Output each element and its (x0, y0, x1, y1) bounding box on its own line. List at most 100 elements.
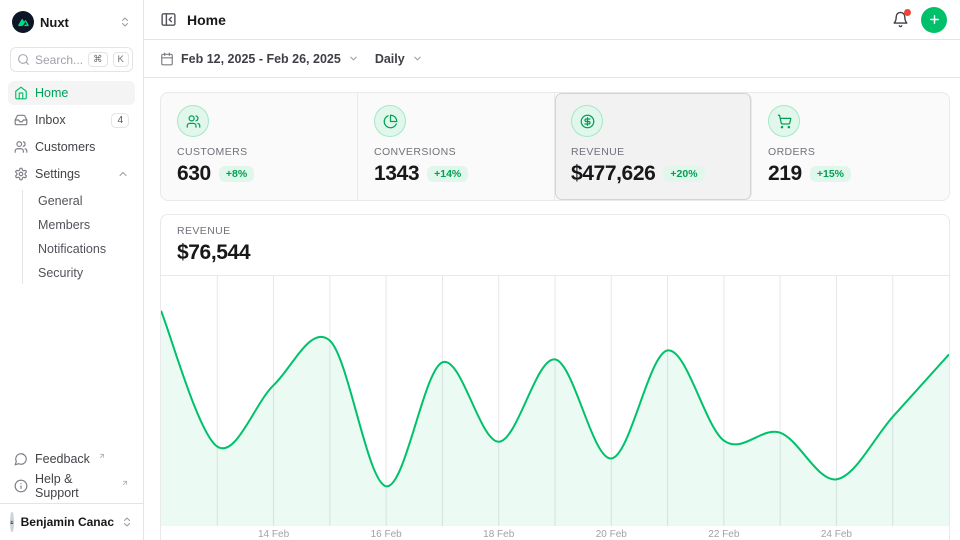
stat-card-conversions[interactable]: CONVERSIONS 1343 +14% (358, 93, 555, 200)
revenue-area-fill (161, 310, 949, 526)
message-circle-icon (14, 452, 28, 466)
sub-item-label: General (38, 194, 83, 208)
granularity-select[interactable]: Daily (375, 52, 423, 66)
stats-row: CUSTOMERS 630 +8% CONVERSIONS 1343 +14% (160, 92, 950, 201)
stat-delta-badge: +20% (663, 166, 705, 182)
date-range-label: Feb 12, 2025 - Feb 26, 2025 (181, 51, 341, 66)
chart-metric-label: REVENUE (177, 225, 231, 237)
kbd-meta: ⌘ (88, 52, 108, 67)
sidebar-item-customers[interactable]: Customers (8, 135, 135, 159)
x-tick-label: 22 Feb (708, 529, 740, 540)
settings-sub-list: General Members Notifications Security (22, 190, 135, 284)
inbox-count-badge: 4 (111, 112, 129, 128)
x-tick-label: 18 Feb (483, 529, 515, 540)
sidebar-item-members[interactable]: Members (34, 214, 135, 236)
dashboard-content: CUSTOMERS 630 +8% CONVERSIONS 1343 +14% (144, 78, 960, 540)
bell-icon (893, 11, 908, 28)
plus-icon (929, 15, 939, 24)
workspace-switcher[interactable]: Nuxt (8, 8, 135, 36)
info-icon (14, 479, 28, 493)
sidebar-nav: Home Inbox 4 Customers Settings Genera (0, 81, 143, 285)
sidebar-item-security[interactable]: Security (34, 262, 135, 284)
sidebar-item-label: Inbox (35, 113, 66, 127)
circle-dollar-icon (571, 105, 603, 137)
sidebar: Nuxt Search... ⌘ K Home Inbox 4 (0, 0, 144, 540)
stat-delta-badge: +8% (218, 166, 255, 182)
stat-label: ORDERS (768, 146, 816, 158)
kbd-k: K (112, 52, 129, 67)
pie-chart-icon (374, 105, 406, 137)
x-tick-label: 24 Feb (820, 529, 852, 540)
main-area: Home Feb 12, 2025 - Feb 26, 2025 Daily (144, 0, 960, 540)
chart-gridlines (217, 276, 892, 526)
sidebar-item-label: Home (35, 86, 69, 100)
sidebar-item-notifications[interactable]: Notifications (34, 238, 135, 260)
stat-card-revenue[interactable]: REVENUE $477,626 +20% (555, 93, 752, 200)
sidebar-footer: Feedback Help & Support (0, 447, 143, 503)
sidebar-item-inbox[interactable]: Inbox 4 (8, 108, 135, 132)
stat-value: 1343 (374, 162, 420, 185)
date-range-picker[interactable]: Feb 12, 2025 - Feb 26, 2025 (160, 52, 359, 66)
revenue-area-chart[interactable] (161, 276, 949, 526)
nuxt-logo-icon (12, 11, 34, 33)
stat-delta-badge: +14% (427, 166, 469, 182)
granularity-label: Daily (374, 51, 405, 66)
chart-header: REVENUE $76,544 (161, 215, 949, 276)
avatar (10, 512, 14, 532)
x-tick-label: 20 Feb (595, 529, 627, 540)
x-tick-label: 14 Feb (257, 529, 290, 540)
gear-icon (14, 167, 28, 181)
notification-dot (904, 9, 911, 16)
notifications-button[interactable] (892, 9, 911, 28)
inbox-icon (14, 113, 28, 127)
page-title: Home (187, 11, 226, 28)
stat-delta-badge: +15% (809, 166, 851, 182)
add-button[interactable] (921, 6, 947, 33)
search-input[interactable]: Search... ⌘ K (10, 47, 133, 72)
users-icon (14, 140, 28, 154)
revenue-line (161, 311, 949, 487)
chevron-down-icon (412, 53, 423, 64)
stat-value: $477,626 (571, 162, 656, 185)
sidebar-item-label: Help & Support (35, 472, 79, 500)
chevrons-up-down-icon (121, 516, 133, 528)
revenue-chart-card: REVENUE $76,544 14 Feb 16 Feb 18 Feb 20 Feb… (160, 214, 950, 540)
user-name: Benjamin Canac (20, 515, 114, 529)
shopping-cart-icon (768, 105, 800, 137)
calendar-icon (160, 52, 174, 66)
home-icon (14, 86, 28, 100)
stat-card-customers[interactable]: CUSTOMERS 630 +8% (161, 93, 358, 200)
collapse-sidebar-icon[interactable] (160, 11, 177, 28)
stat-value: 630 (177, 162, 211, 185)
sidebar-item-label: Settings (35, 167, 81, 181)
sub-item-label: Security (38, 266, 84, 280)
sidebar-item-feedback[interactable]: Feedback (8, 447, 135, 471)
stat-label: CONVERSIONS (374, 146, 456, 158)
chevrons-up-down-icon (119, 16, 131, 28)
chevron-down-icon (348, 53, 359, 64)
stat-card-orders[interactable]: ORDERS 219 +15% (752, 93, 949, 200)
user-menu[interactable]: Benjamin Canac (0, 503, 143, 540)
workspace-name: Nuxt (40, 14, 69, 30)
x-tick-label: 16 Feb (370, 529, 402, 540)
sidebar-item-home[interactable]: Home (8, 81, 135, 105)
page-header: Home (144, 0, 960, 40)
chart-metric-value: $76,544 (177, 241, 251, 264)
search-icon (17, 53, 30, 66)
users-icon (177, 105, 209, 137)
chevron-up-icon (117, 168, 129, 180)
sidebar-item-settings[interactable]: Settings (8, 162, 135, 186)
filters-toolbar: Feb 12, 2025 - Feb 26, 2025 Daily (144, 40, 960, 78)
stat-value: 219 (768, 162, 802, 185)
sidebar-item-label: Feedback (35, 452, 90, 466)
stat-label: REVENUE (571, 146, 625, 158)
x-axis-labels: 14 Feb 16 Feb 18 Feb 20 Feb 22 Feb 24 Feb (161, 526, 949, 540)
sub-item-label: Members (38, 218, 91, 232)
stat-label: CUSTOMERS (177, 146, 248, 158)
external-link-icon (121, 479, 129, 487)
sidebar-item-general[interactable]: General (34, 190, 135, 212)
search-placeholder: Search... (35, 52, 84, 67)
sidebar-item-help-support[interactable]: Help & Support (8, 472, 135, 500)
sidebar-item-label: Customers (35, 140, 96, 154)
sub-item-label: Notifications (38, 242, 107, 256)
